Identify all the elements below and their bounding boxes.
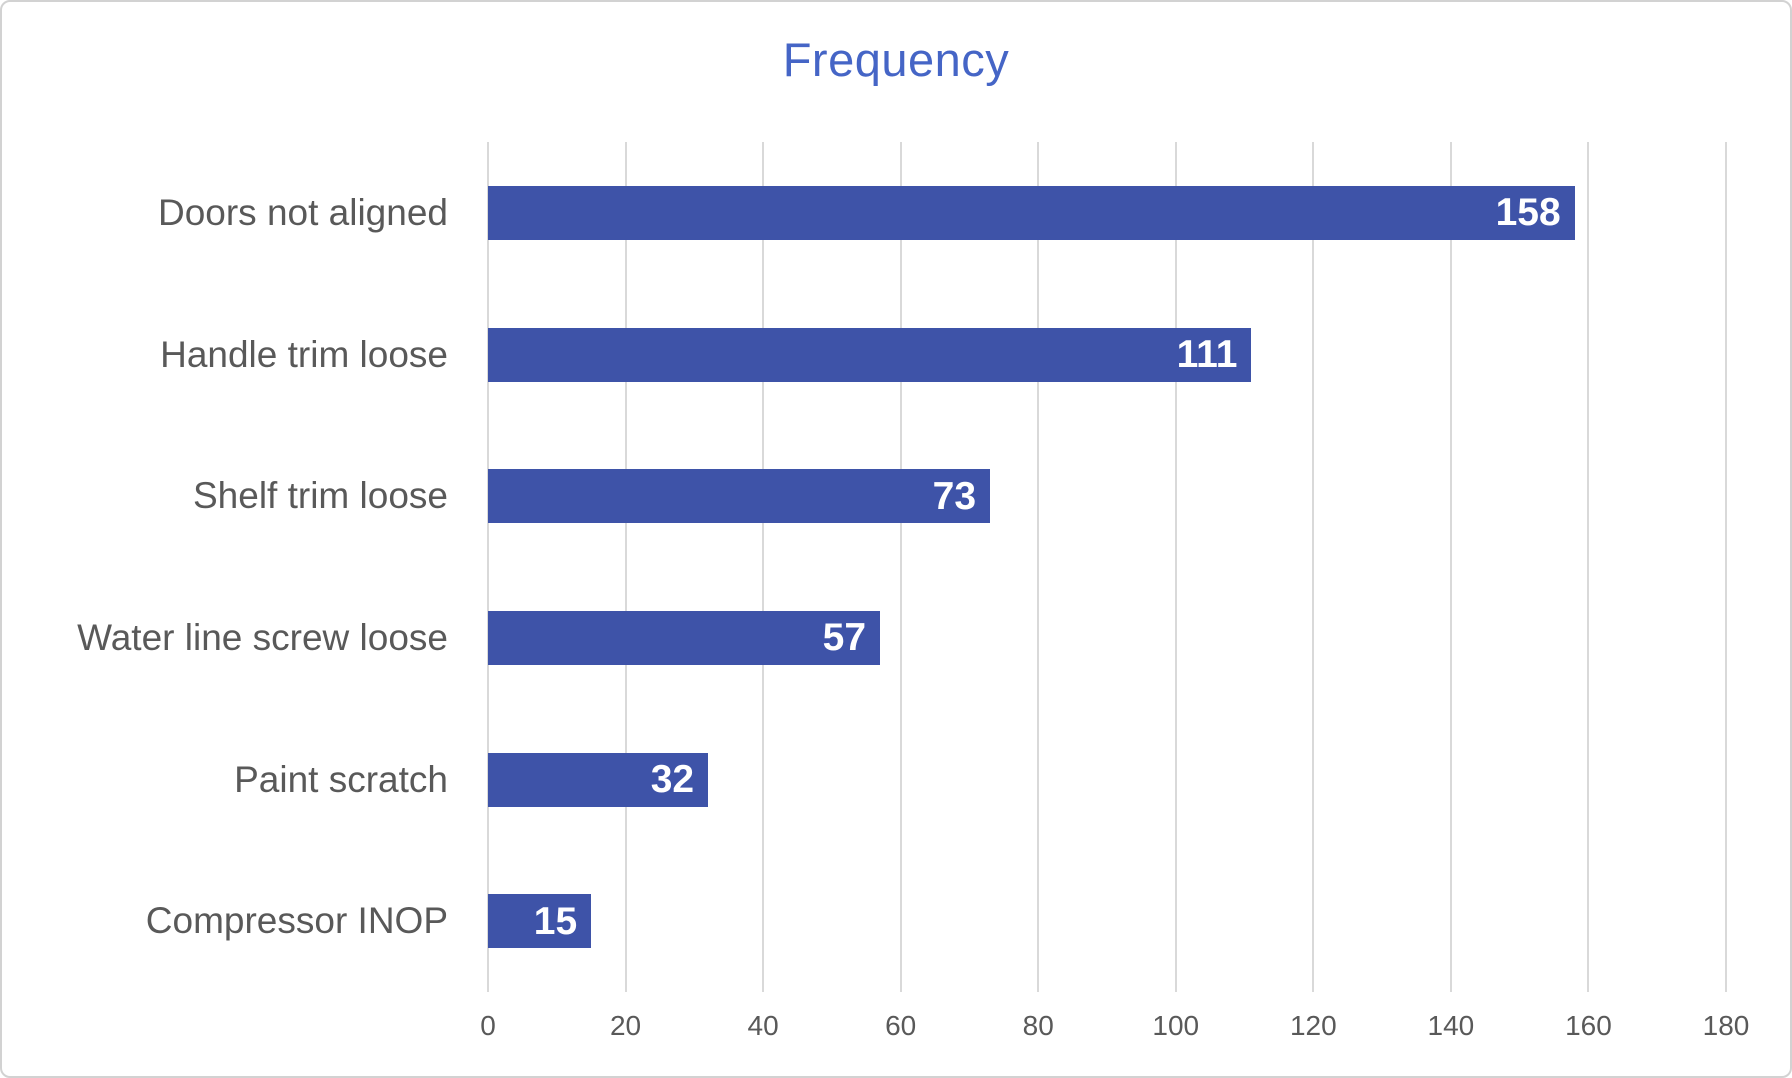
category-label: Paint scratch [234, 758, 448, 800]
gridline [487, 142, 489, 992]
gridline [1725, 142, 1727, 992]
bar-5: 32 [488, 752, 709, 807]
gridline [1037, 142, 1040, 992]
bar-6: 15 [488, 894, 592, 949]
x-axis-tick-label: 60 [885, 1010, 917, 1041]
gridline [624, 142, 627, 992]
gridline [1312, 142, 1315, 992]
category-axis: Doors not aligned Handle trim loose Shelf … [2, 142, 488, 992]
bar-2: 111 [488, 327, 1252, 382]
bar-series: 158 111 73 57 32 15 [488, 142, 1726, 992]
bar-value-label: 15 [533, 899, 578, 943]
bar-row: 15 [488, 850, 1726, 992]
chart-title: Frequency [782, 33, 1010, 86]
category-label: Handle trim loose [160, 333, 448, 375]
bar-1: 158 [488, 185, 1575, 240]
x-axis-tick-label: 100 [1152, 1010, 1200, 1041]
gridline [1449, 142, 1452, 992]
category-label: Water line screw loose [77, 616, 448, 658]
bar-row: 32 [488, 709, 1726, 851]
x-axis-tick-label: 140 [1427, 1010, 1475, 1041]
bar-row: 111 [488, 284, 1726, 426]
bar-3: 73 [488, 469, 991, 524]
bar-row: 158 [488, 142, 1726, 284]
gridline [762, 142, 765, 992]
x-axis-tick-label: 80 [1022, 1010, 1054, 1041]
category-label: Compressor INOP [145, 900, 448, 942]
bar-value-label: 32 [650, 758, 695, 802]
category-label: Shelf trim loose [193, 475, 448, 517]
gridline [1174, 142, 1177, 992]
category-label: Doors not aligned [157, 191, 448, 233]
gridline [899, 142, 902, 992]
bar-row: 73 [488, 425, 1726, 567]
x-axis-tick-label: 20 [609, 1010, 642, 1041]
bar-value-label: 57 [822, 616, 867, 660]
bar-value-label: 158 [1495, 191, 1561, 235]
bar-4: 57 [488, 610, 881, 665]
x-axis: 0 20 40 60 80 100 120 140 160 180 [480, 1002, 1749, 1048]
x-axis-tick-label: 180 [1702, 1010, 1750, 1041]
plot-area: 158 111 73 57 32 15 [487, 142, 1727, 992]
bar-value-label: 73 [932, 474, 977, 518]
gridline [1587, 142, 1590, 992]
bar-row: 57 [488, 567, 1726, 709]
x-axis-tick-label: 160 [1565, 1010, 1612, 1041]
bar-value-label: 111 [1176, 333, 1238, 376]
x-axis-tick-label: 0 [480, 1010, 496, 1041]
x-axis-tick-label: 120 [1289, 1010, 1337, 1041]
x-axis-tick-label: 40 [747, 1010, 779, 1041]
